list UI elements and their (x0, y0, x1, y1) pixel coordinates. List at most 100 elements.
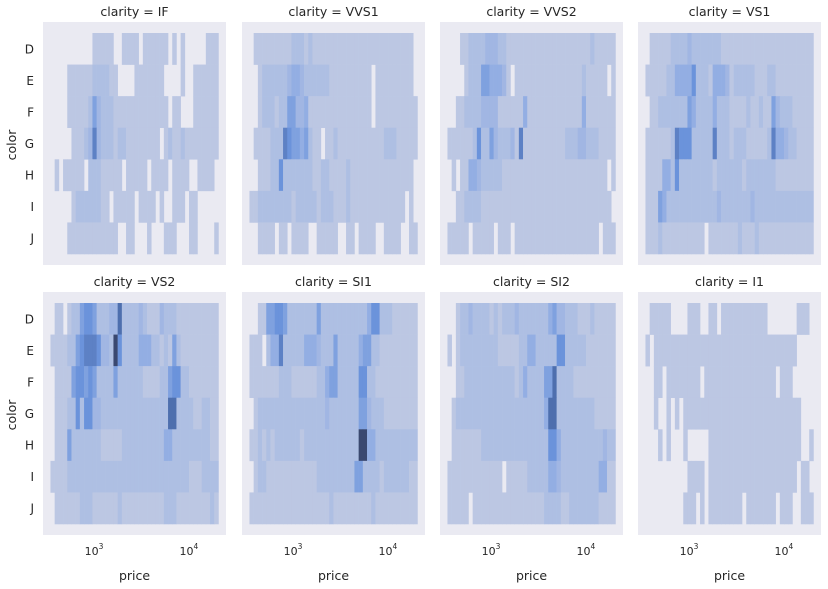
histogram-cell-G (121, 127, 127, 160)
histogram-cell-J (214, 492, 219, 525)
histogram-cell-I (392, 460, 397, 493)
histogram-cell-I (535, 460, 541, 493)
histogram-cell-D (792, 33, 797, 65)
histogram-cell-D (304, 33, 309, 65)
histogram-cell-I (510, 460, 515, 493)
histogram-cell-E (92, 334, 97, 367)
histogram-cell-I (708, 460, 713, 493)
histogram-cell-G (184, 127, 190, 160)
histogram-cell-F (105, 366, 110, 399)
histogram-cell-F (590, 96, 595, 129)
histogram-cell-J (100, 492, 106, 525)
x-tick-base: 10 (577, 545, 591, 558)
histogram-cell-H (758, 429, 764, 462)
histogram-cell-H (506, 429, 511, 462)
histogram-cell-D (88, 303, 93, 335)
histogram-cell-F (333, 96, 338, 129)
histogram-cell-G (312, 397, 317, 430)
histogram-cell-D (100, 33, 106, 65)
x-tick-exponent: 4 (194, 542, 199, 551)
histogram-cell-J (464, 222, 469, 255)
histogram-cell-H (396, 159, 401, 192)
histogram-cell-I (262, 190, 267, 223)
histogram-cell-E (84, 64, 89, 97)
histogram-cell-D (396, 303, 401, 335)
histogram-cell-G (333, 397, 338, 430)
histogram-cell-D (737, 303, 743, 335)
histogram-cell-F (163, 96, 169, 129)
histogram-cell-E (514, 64, 520, 97)
histogram-cell-E (383, 64, 389, 97)
histogram-cell-H (113, 429, 118, 462)
facet-title: clarity = SI1 (295, 274, 372, 289)
histogram-cell-J (548, 222, 553, 255)
histogram-cell-I (287, 190, 292, 223)
histogram-cell-D (346, 303, 351, 335)
histogram-cell-J (502, 222, 507, 255)
histogram-cell-G (354, 397, 359, 430)
histogram-cell-G (510, 127, 515, 160)
histogram-cell-F (75, 96, 81, 129)
histogram-cell-D (299, 303, 305, 335)
histogram-cell-F (312, 96, 317, 129)
histogram-cell-I (611, 460, 616, 493)
histogram-cell-F (788, 366, 793, 399)
histogram-cell-G (197, 127, 202, 160)
histogram-cell-F (210, 366, 215, 399)
histogram-cell-I (308, 460, 313, 493)
histogram-cell-J (75, 222, 81, 255)
histogram-cell-F (662, 96, 667, 129)
histogram-cell-G (611, 127, 616, 160)
histogram-cell-F (197, 96, 202, 129)
histogram-cell-D (325, 33, 330, 65)
histogram-cell-D (262, 33, 267, 65)
histogram-cell-F (704, 366, 709, 399)
histogram-cell-J (527, 492, 532, 525)
histogram-cell-I (350, 460, 355, 493)
histogram-cell-F (266, 96, 271, 129)
histogram-cell-E (535, 64, 541, 97)
histogram-cell-D (535, 33, 541, 65)
histogram-cell-I (721, 190, 726, 223)
histogram-cell-E (670, 334, 676, 367)
histogram-cell-J (577, 492, 583, 525)
histogram-cell-J (586, 222, 591, 255)
histogram-cell-F (460, 96, 465, 129)
histogram-cell-E (358, 64, 364, 97)
histogram-cell-F (712, 366, 718, 399)
histogram-cell-D (750, 303, 755, 335)
histogram-cell-D (193, 303, 198, 335)
histogram-cell-J (523, 222, 528, 255)
histogram-cell-I (113, 190, 118, 223)
histogram-cell-E (670, 64, 676, 97)
histogram-cell-E (337, 334, 343, 367)
histogram-cell-F (573, 96, 578, 129)
histogram-cell-H (274, 159, 280, 192)
histogram-cell-D (92, 303, 97, 335)
histogram-cell-H (163, 429, 169, 462)
histogram-cell-D (649, 303, 655, 335)
histogram-cell-H (611, 429, 616, 462)
histogram-cell-J (130, 222, 135, 255)
histogram-cell-I (653, 190, 659, 223)
histogram-cell-D (493, 33, 499, 65)
histogram-cell-F (742, 366, 747, 399)
histogram-cell-G (607, 397, 612, 430)
histogram-cell-G (346, 397, 351, 430)
histogram-cell-F (396, 366, 401, 399)
histogram-cell-F (556, 366, 562, 399)
histogram-cell-J (493, 492, 499, 525)
histogram-cell-G (88, 397, 93, 430)
histogram-cell-F (67, 366, 72, 399)
histogram-cell-I (775, 190, 781, 223)
histogram-cell-H (704, 159, 709, 192)
histogram-cell-G (447, 127, 452, 160)
histogram-cell-E (329, 64, 334, 97)
histogram-cell-D (586, 33, 591, 65)
histogram-cell-F (92, 366, 97, 399)
histogram-cell-H (184, 159, 190, 192)
histogram-cell-F (598, 96, 604, 129)
histogram-cell-E (134, 64, 139, 97)
histogram-cell-I (147, 460, 152, 493)
histogram-cell-H (278, 429, 284, 462)
